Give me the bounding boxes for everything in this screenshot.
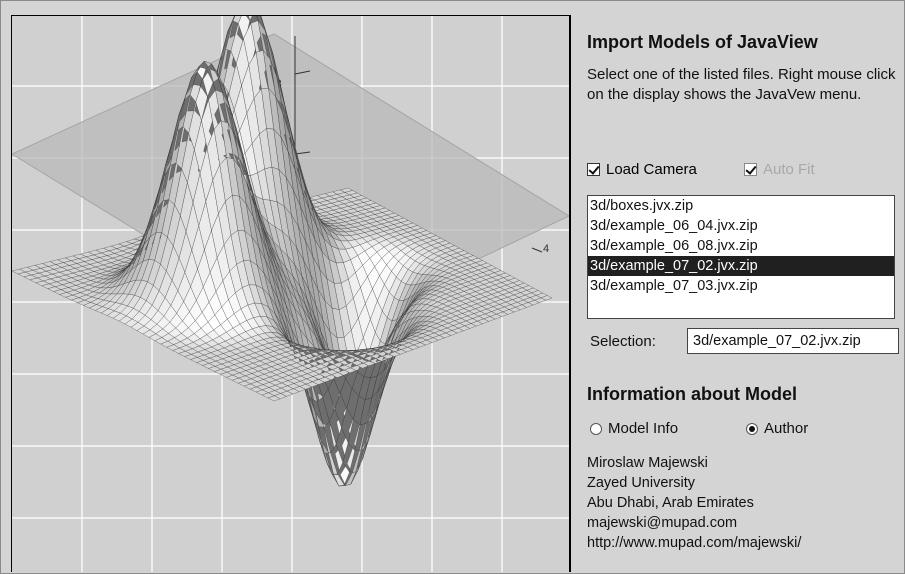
author-info-line: http://www.mupad.com/majewski/ <box>587 535 802 551</box>
surface-patch <box>540 295 553 301</box>
author-info: Miroslaw Majewski Zayed University Abu Dha… <box>587 453 801 553</box>
selection-field[interactable]: 3d/example_07_02.jvx.zip <box>687 328 899 354</box>
author-info-line: Abu Dhabi, Arab Emirates <box>587 495 754 511</box>
author-radio[interactable]: Author <box>746 420 808 437</box>
load-camera-checkbox[interactable]: Load Camera <box>587 161 697 178</box>
file-list-item[interactable]: 3d/example_06_04.jvx.zip <box>590 218 758 234</box>
checkbox-checked-icon <box>587 163 600 176</box>
3d-display[interactable]: 324 <box>11 15 571 572</box>
radio-unselected-icon <box>590 422 602 435</box>
checkbox-checked-icon <box>744 163 757 176</box>
author-info-line: Zayed University <box>587 475 695 491</box>
selection-label: Selection: <box>590 333 656 350</box>
auto-fit-label: Auto Fit <box>763 161 815 178</box>
radio-selected-icon <box>746 422 758 435</box>
load-camera-label: Load Camera <box>606 161 697 178</box>
file-list-item[interactable]: 3d/example_07_03.jvx.zip <box>590 278 758 294</box>
model-info-radio[interactable]: Model Info <box>590 420 678 437</box>
panel-title: Import Models of JavaView <box>587 32 818 52</box>
file-list-item[interactable]: 3d/example_07_02.jvx.zip <box>588 256 894 276</box>
author-info-line: Miroslaw Majewski <box>587 455 708 471</box>
author-label: Author <box>764 420 809 437</box>
model-info-label: Model Info <box>608 420 679 437</box>
file-list-item[interactable]: 3d/example_06_08.jvx.zip <box>590 238 758 254</box>
surface-patch <box>232 16 242 24</box>
surface-plot[interactable]: 324 <box>12 16 569 572</box>
axis-tick <box>294 151 311 155</box>
axis-tick-label: 4 <box>543 243 549 255</box>
surface-patch <box>227 16 236 32</box>
axis-tick <box>531 247 543 253</box>
file-list-item[interactable]: 3d/boxes.jvx.zip <box>590 198 694 214</box>
panel-description: Select one of the listed files. Right mo… <box>587 66 896 103</box>
info-title: Information about Model <box>587 384 797 404</box>
import-panel: Import Models of JavaView Select one of … <box>576 15 904 573</box>
author-info-line: majewski@mupad.com <box>587 515 738 531</box>
auto-fit-checkbox[interactable]: Auto Fit <box>744 161 815 178</box>
axis-tick <box>294 70 311 75</box>
file-list[interactable]: 3d/boxes.jvx.zip 3d/example_06_04.jvx.zip… <box>587 195 895 319</box>
